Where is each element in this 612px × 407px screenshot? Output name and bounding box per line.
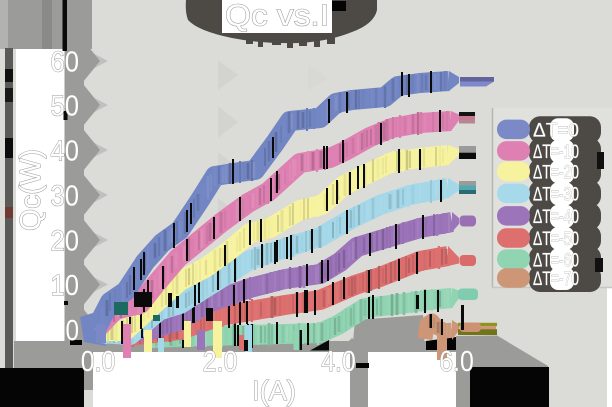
svg-text:0: 0 (66, 315, 80, 347)
svg-text:ΔT=-40: ΔT=-40 (533, 207, 579, 228)
svg-text:ΔT=-30: ΔT=-30 (533, 185, 579, 206)
svg-text:6.0: 6.0 (439, 346, 474, 378)
svg-text:30: 30 (51, 180, 80, 212)
svg-text:ΔT=-20: ΔT=-20 (533, 163, 579, 184)
svg-text:4.0: 4.0 (321, 346, 356, 378)
svg-text:ΔT=0: ΔT=0 (533, 121, 579, 142)
svg-text:50: 50 (51, 90, 80, 122)
svg-text:I(A): I(A) (252, 375, 296, 406)
svg-text:ΔT=-60: ΔT=-60 (533, 250, 579, 271)
svg-text:2.0: 2.0 (203, 346, 238, 378)
svg-text:Qc vs.I: Qc vs.I (225, 0, 329, 33)
svg-text:40: 40 (51, 135, 80, 167)
svg-text:10: 10 (51, 270, 80, 302)
svg-text:ΔT=-10: ΔT=-10 (533, 142, 579, 163)
svg-text:Qc(W): Qc(W) (15, 149, 47, 231)
svg-text:0.0: 0.0 (81, 346, 116, 378)
svg-text:ΔT=-50: ΔT=-50 (533, 229, 579, 250)
svg-text:20: 20 (51, 225, 80, 257)
svg-text:ΔT=-70: ΔT=-70 (533, 269, 579, 290)
svg-text:60: 60 (51, 46, 80, 78)
